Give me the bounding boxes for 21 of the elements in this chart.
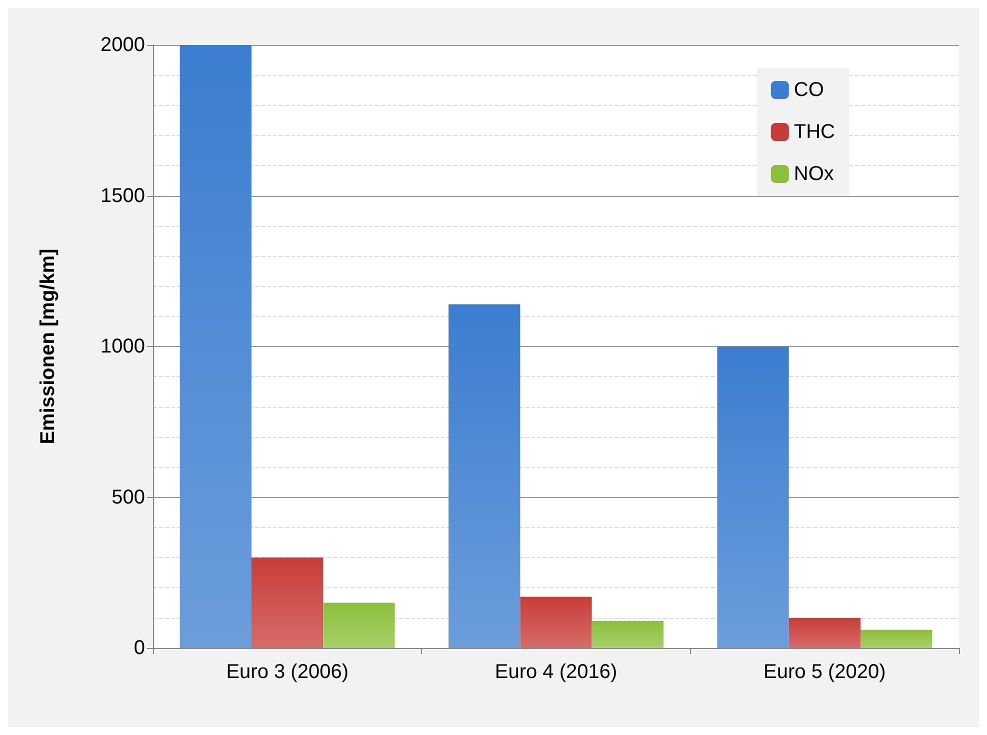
bar: [592, 620, 664, 648]
bar: [717, 346, 789, 648]
y-tick-label: 2000: [100, 34, 145, 56]
bar: [788, 618, 860, 648]
y-tick-label: 1500: [100, 184, 145, 207]
y-tick-label: 500: [112, 486, 145, 508]
legend-label: THC: [794, 121, 836, 143]
bar: [252, 558, 324, 648]
bar: [860, 630, 932, 648]
bar: [323, 602, 395, 648]
legend-label: NOx: [794, 163, 834, 185]
x-tick-label: Euro 4 (2016): [494, 661, 618, 683]
y-tick-label: 1000: [100, 336, 145, 358]
legend-label: CO: [794, 79, 824, 101]
x-tick-label: Euro 5 (2020): [764, 661, 886, 683]
bar: [180, 45, 252, 648]
y-tick-label: 0: [134, 637, 145, 659]
x-tick-label: Euro 3 (2006): [226, 661, 348, 683]
bar: [520, 596, 592, 648]
bar: [448, 304, 520, 648]
y-axis-title: Emissionen [mg/km]: [37, 248, 59, 444]
